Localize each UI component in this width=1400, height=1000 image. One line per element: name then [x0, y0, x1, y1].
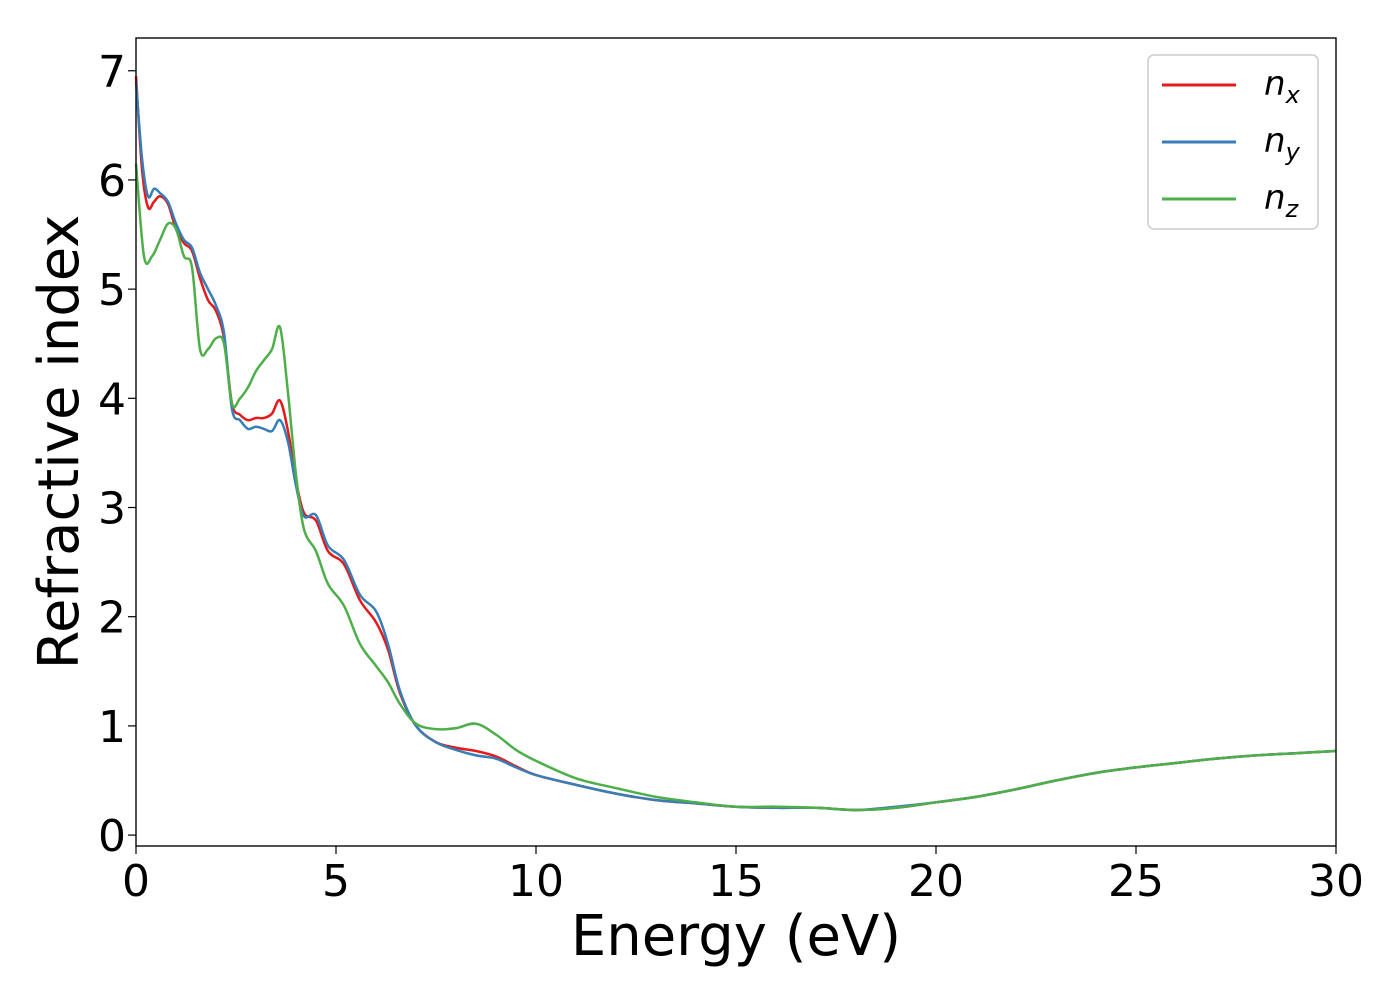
series-layer: [134, 76, 1337, 812]
y-tick-label: 0: [98, 811, 126, 862]
x-tick-label: 10: [508, 856, 564, 907]
y-tick-label: 7: [98, 47, 126, 98]
y-tick-label: 6: [98, 156, 126, 207]
x-tick-label: 5: [322, 856, 350, 907]
x-axis-label: Energy (eV): [571, 904, 901, 969]
legend-label-base: n: [1264, 121, 1286, 161]
y-tick-label: 1: [98, 702, 126, 753]
legend-label-nz: nz: [1264, 178, 1300, 223]
plot-area-frame: [135, 37, 1337, 847]
x-tick-label: 25: [1108, 856, 1164, 907]
x-axis-ticks: 0 5 10 15 20 25 30: [122, 846, 1364, 907]
legend-label-subscript: x: [1285, 81, 1301, 109]
legend-label-nx: nx: [1264, 64, 1301, 109]
y-tick-label: 2: [98, 593, 126, 644]
legend-label-subscript: z: [1285, 195, 1300, 223]
x-tick-label: 15: [708, 856, 764, 907]
x-tick-label: 20: [908, 856, 964, 907]
legend-label-subscript: y: [1285, 138, 1301, 166]
x-tick-label: 30: [1308, 856, 1364, 907]
legend-label-base: n: [1264, 178, 1286, 218]
series-line-nz: [134, 163, 1337, 812]
plot-area-border: [135, 37, 1337, 847]
y-tick-label: 5: [98, 265, 126, 316]
legend-label-base: n: [1264, 64, 1286, 104]
y-tick-label: 4: [98, 374, 126, 425]
x-tick-label: 0: [122, 856, 150, 907]
legend-label-ny: ny: [1264, 121, 1301, 166]
y-tick-label: 3: [98, 484, 126, 535]
y-axis-ticks: 0 1 2 3 4 5 6 7: [98, 47, 136, 862]
y-axis-label: Refractive index: [27, 215, 92, 670]
